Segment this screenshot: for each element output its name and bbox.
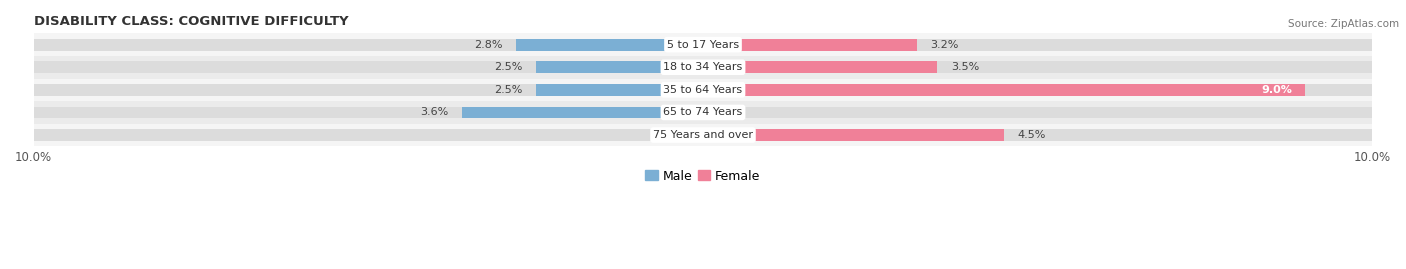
Text: 5 to 17 Years: 5 to 17 Years [666,40,740,50]
Text: 0.0%: 0.0% [717,107,745,118]
Bar [703,39,917,51]
Bar [463,107,703,118]
Bar [34,56,1372,79]
Bar [34,33,1372,56]
Bar [34,79,1372,101]
Text: 3.5%: 3.5% [950,62,979,72]
Bar [34,129,1372,141]
Text: 35 to 64 Years: 35 to 64 Years [664,85,742,95]
Bar [703,61,938,73]
Bar [536,84,703,96]
Bar [516,39,703,51]
Text: 3.2%: 3.2% [931,40,959,50]
Bar [34,39,1372,51]
Legend: Male, Female: Male, Female [641,165,765,187]
Text: 75 Years and over: 75 Years and over [652,130,754,140]
Text: 2.5%: 2.5% [494,62,522,72]
Bar [34,84,1372,96]
Bar [536,61,703,73]
Bar [34,124,1372,146]
Text: 3.6%: 3.6% [420,107,449,118]
Bar [34,61,1372,73]
Bar [34,101,1372,124]
Text: 18 to 34 Years: 18 to 34 Years [664,62,742,72]
Bar [703,84,1306,96]
Text: Source: ZipAtlas.com: Source: ZipAtlas.com [1288,19,1399,29]
Text: 4.5%: 4.5% [1018,130,1046,140]
Text: DISABILITY CLASS: COGNITIVE DIFFICULTY: DISABILITY CLASS: COGNITIVE DIFFICULTY [34,15,349,28]
Text: 9.0%: 9.0% [1261,85,1292,95]
Bar [34,107,1372,118]
Text: 2.5%: 2.5% [494,85,522,95]
Text: 2.8%: 2.8% [474,40,502,50]
Text: 0.0%: 0.0% [661,130,689,140]
Bar [703,129,1004,141]
Text: 65 to 74 Years: 65 to 74 Years [664,107,742,118]
